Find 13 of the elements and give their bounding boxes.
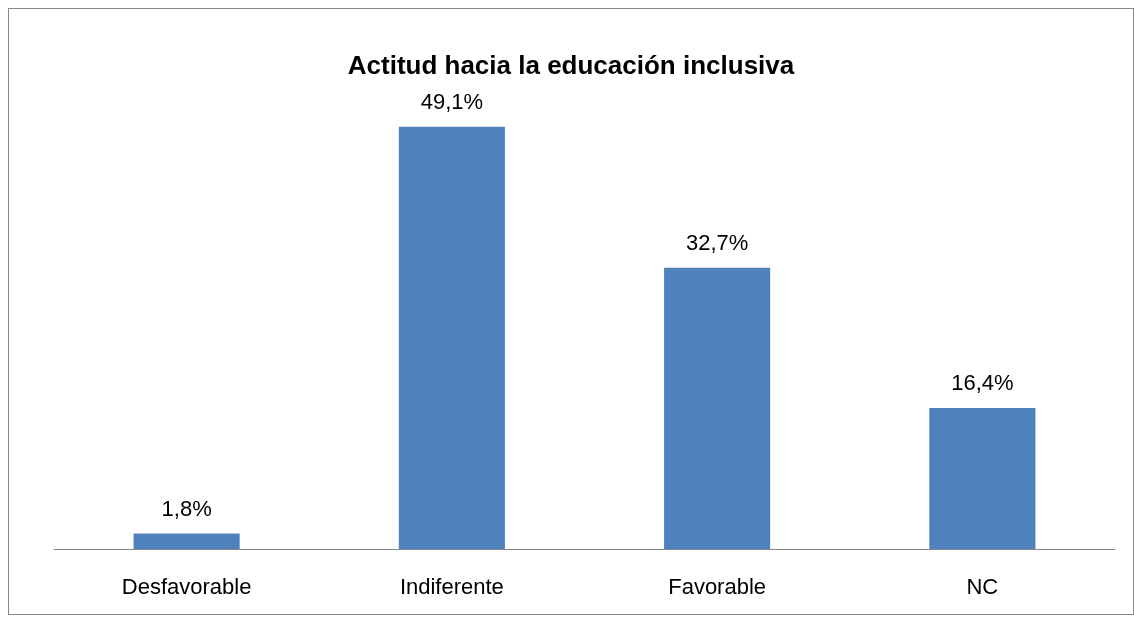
x-tick-label: Desfavorable — [121, 573, 252, 599]
x-tick-label: NC — [966, 573, 999, 599]
data-label: 32,7% — [685, 230, 749, 256]
x-tick-label: Favorable — [668, 573, 767, 599]
bar — [929, 407, 1036, 549]
chart-title: Actitud hacia la educación inclusiva — [347, 50, 795, 80]
bar — [664, 267, 771, 549]
data-label: 49,1% — [420, 89, 484, 115]
x-tick-label: Indiferente — [399, 573, 504, 599]
data-label: 16,4% — [951, 370, 1014, 396]
data-label: 1,8% — [161, 496, 212, 522]
bar — [133, 533, 240, 549]
bar — [398, 126, 505, 549]
